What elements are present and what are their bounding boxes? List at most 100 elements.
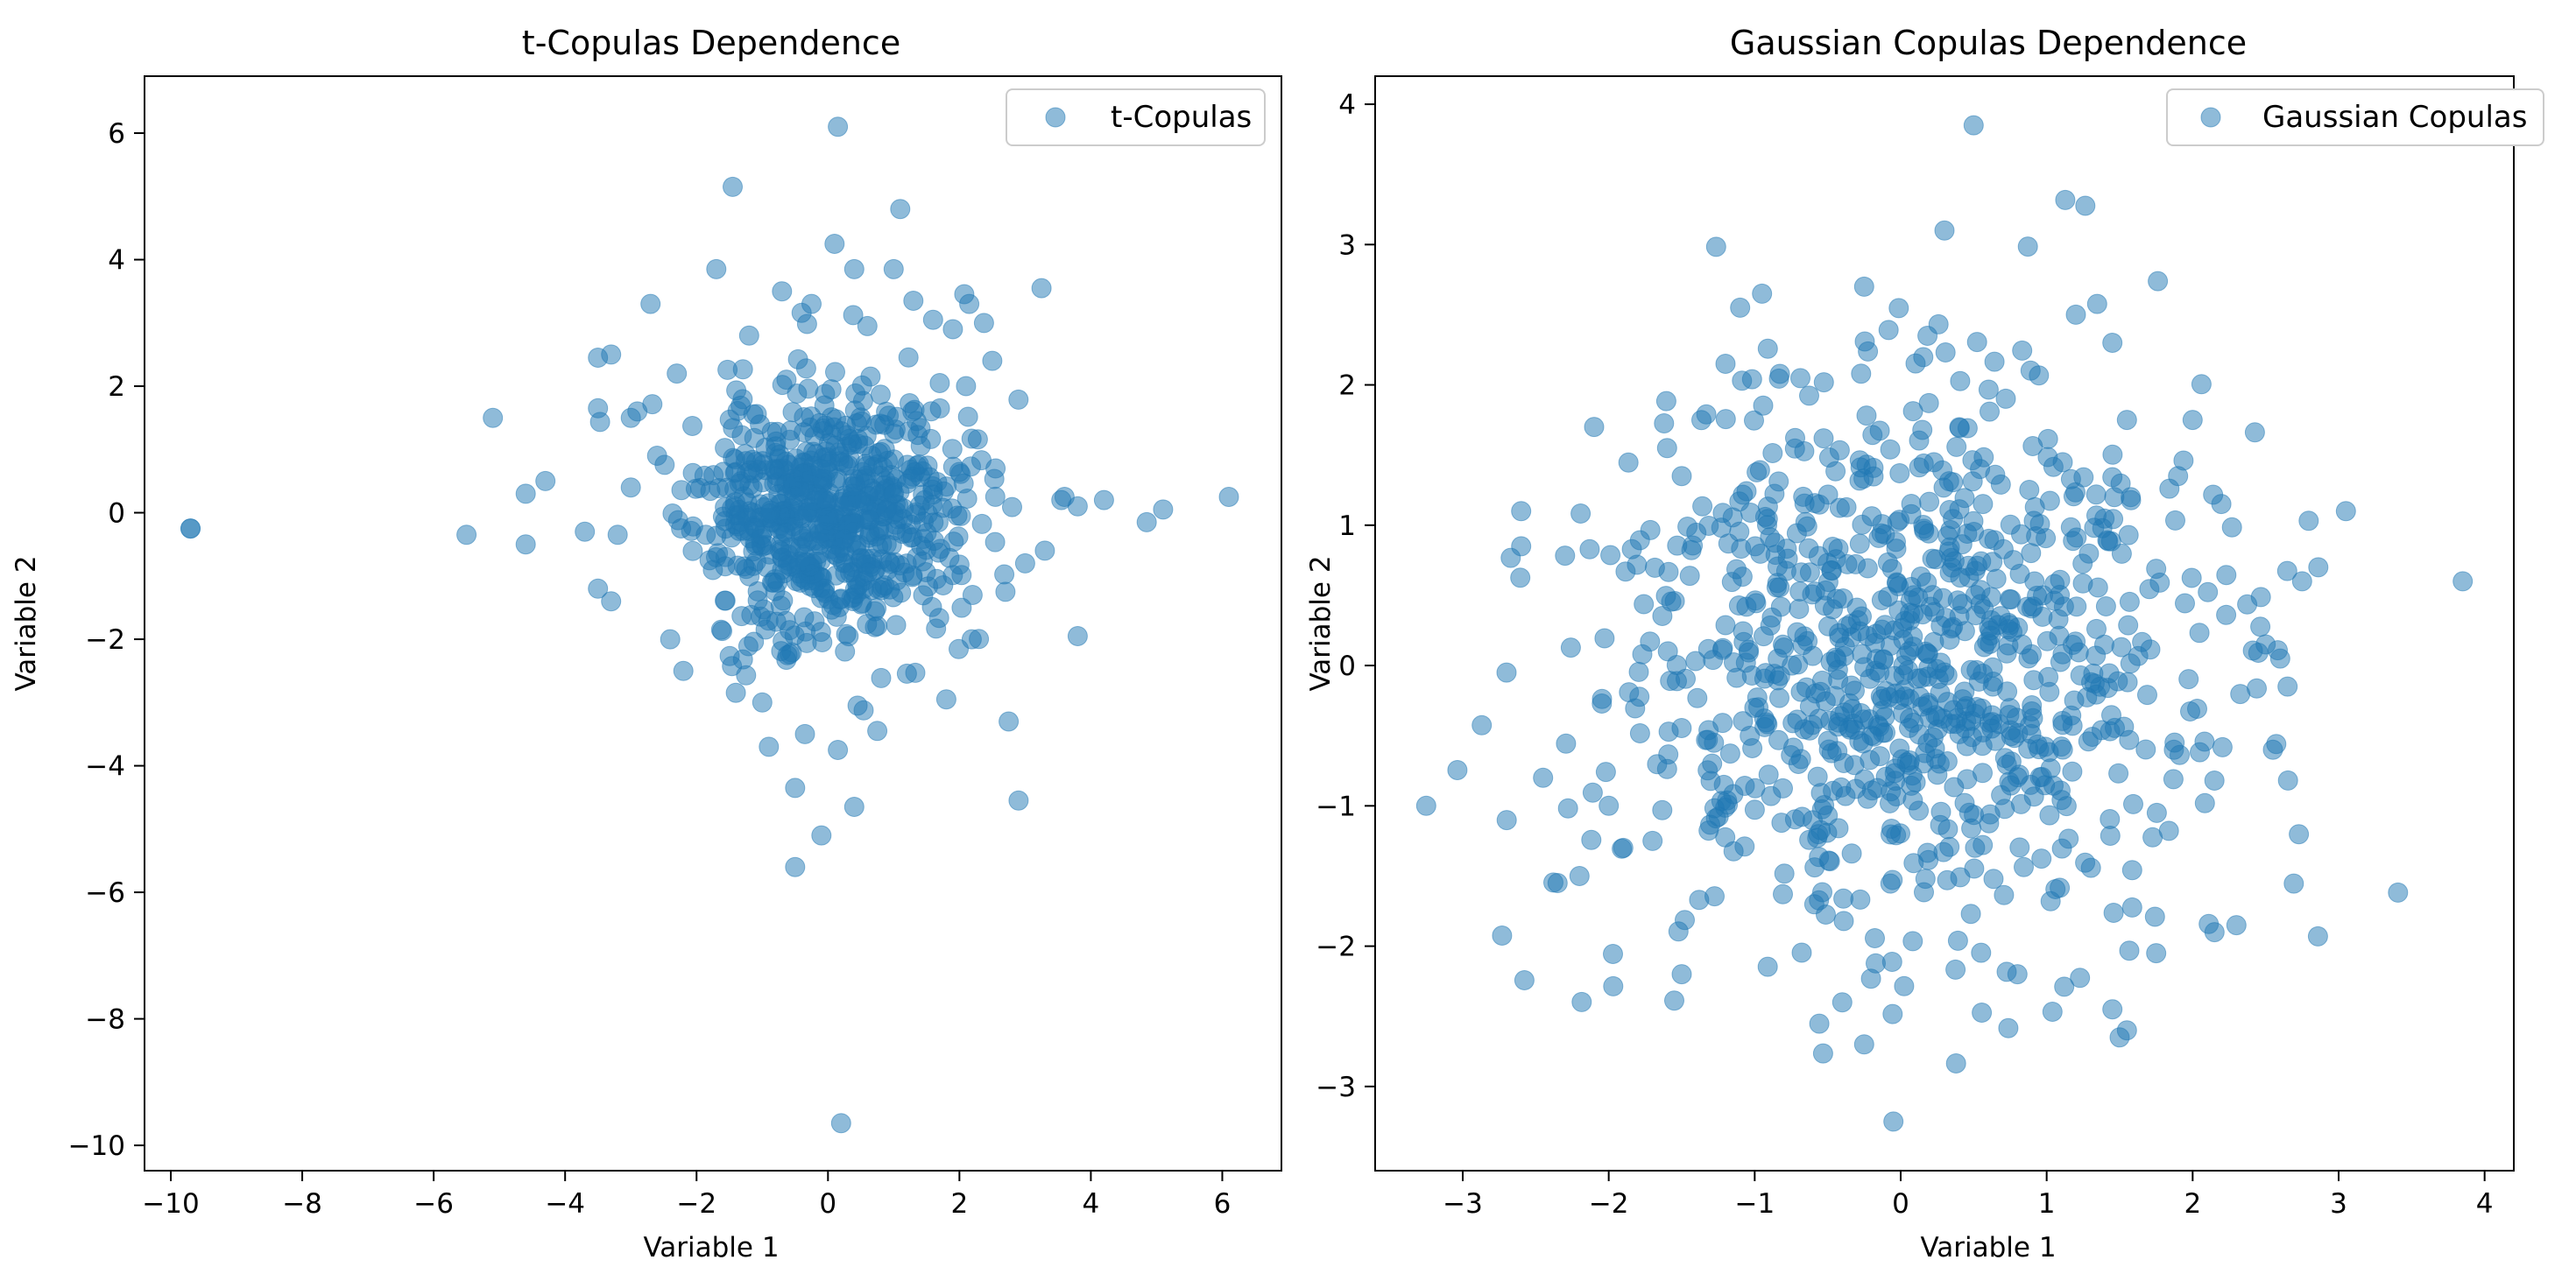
scatter-point [1836, 496, 1857, 517]
scatter-point [1962, 471, 1983, 492]
scatter-point [2116, 1020, 2137, 1041]
scatter-point [1973, 599, 1994, 619]
scatter-point [1744, 799, 1765, 820]
scatter-point [712, 621, 732, 642]
scatter-point [723, 176, 743, 197]
scatter-point [1656, 438, 1677, 459]
scatter-point [2187, 699, 2207, 719]
scatter-point [2103, 903, 2124, 923]
scatter-point [2247, 678, 2267, 699]
scatter-point [1980, 401, 2000, 422]
scatter-point [943, 531, 964, 553]
scatter-point [1912, 419, 1933, 440]
scatter-point [1447, 760, 1468, 780]
scatter-point [1744, 410, 1764, 431]
scatter-point [1415, 795, 1436, 816]
scatter-point [2212, 736, 2233, 757]
y-tick-label: −8 [85, 1004, 125, 1036]
scatter-point [2216, 604, 2237, 625]
scatter-point [752, 692, 773, 713]
scatter-point [1671, 718, 1692, 738]
scatter-point [483, 407, 504, 428]
scatter-point [2017, 236, 2038, 257]
scatter-point [794, 607, 815, 628]
x-tick-label: 4 [2476, 1188, 2494, 1220]
scatter-point [1878, 587, 1899, 607]
scatter-point [1965, 703, 1986, 724]
scatter-point [2055, 189, 2076, 210]
scatter-point [1492, 926, 1513, 946]
scatter-point [1984, 530, 2005, 551]
scatter-point [1762, 443, 1783, 463]
scatter-point [694, 465, 715, 486]
scatter-point [1774, 863, 1795, 884]
scatter-point [1871, 523, 1892, 544]
scatter-point [1844, 755, 1865, 776]
scatter-point [1666, 655, 1687, 675]
x-axis-label: Variable 1 [643, 1232, 779, 1263]
scatter-point [1858, 341, 1879, 362]
scatter-point [2023, 786, 2044, 807]
scatter-point [1913, 515, 1934, 535]
scatter-point [2308, 557, 2329, 578]
scatter-point [2216, 565, 2237, 586]
y-tick-label: −2 [1316, 932, 1356, 963]
scatter-point [1834, 637, 1855, 658]
scatter-point [1945, 1053, 1966, 1073]
scatter-point [1511, 501, 1532, 522]
y-axis-ticks: −10 −8 −6 −4 −2 0 2 4 6 [68, 118, 145, 1162]
scatter-point [847, 695, 868, 716]
y-tick-label: −10 [68, 1130, 125, 1162]
scatter-point [935, 689, 956, 710]
scatter-point [1986, 568, 2007, 589]
scatter-point [1702, 753, 1723, 774]
scatter-point [2039, 490, 2060, 511]
scatter-point [1919, 491, 1940, 512]
scatter-point [2031, 766, 2052, 787]
scatter-point [715, 590, 735, 611]
scatter-point [1962, 450, 1983, 471]
scatter-point [2118, 615, 2139, 636]
scatter-point [1821, 560, 1842, 581]
scatter-point [2168, 466, 2189, 487]
scatter-point [1752, 283, 1773, 304]
scatter-point [1995, 388, 2016, 409]
scatter-point [2064, 690, 2085, 711]
scatter-point [1902, 765, 1923, 786]
scatter-point [2204, 922, 2225, 943]
scatter-point [2086, 293, 2107, 314]
scatter-point [775, 610, 796, 631]
scatter-point [1749, 460, 1770, 481]
scatter-point [1805, 683, 1826, 704]
scatter-point [180, 518, 201, 539]
scatter-point [1960, 659, 1981, 680]
scatter-point [838, 626, 859, 647]
scatter-point [1833, 911, 1854, 932]
scatter-point [1966, 555, 1987, 576]
scatter-point [1965, 837, 1986, 858]
scatter-point [575, 521, 596, 542]
scatter-point [1603, 944, 1623, 964]
scatter-point [1934, 220, 1955, 241]
scatter-point [2388, 882, 2409, 903]
scatter-point [985, 531, 1006, 553]
scatter-point [876, 534, 897, 555]
scatter-point [1865, 928, 1885, 948]
scatter-point [1902, 790, 1923, 811]
scatter-point [1963, 115, 1984, 136]
scatter-point [2019, 480, 2040, 500]
scatter-point [1692, 496, 1713, 517]
scatter-point [1956, 736, 1977, 757]
scatter-point [671, 518, 692, 538]
scatter-point [1014, 553, 1035, 574]
scatter-point [2042, 1002, 2063, 1022]
scatter-point [1830, 706, 1851, 727]
scatter-point [1933, 477, 1954, 498]
scatter-point [962, 585, 983, 605]
scatter-point [1581, 829, 1602, 850]
scatter-point [1861, 506, 1882, 527]
x-tick-label: −4 [545, 1188, 585, 1220]
scatter-point [1935, 342, 1956, 362]
scatter-point [1820, 651, 1841, 672]
